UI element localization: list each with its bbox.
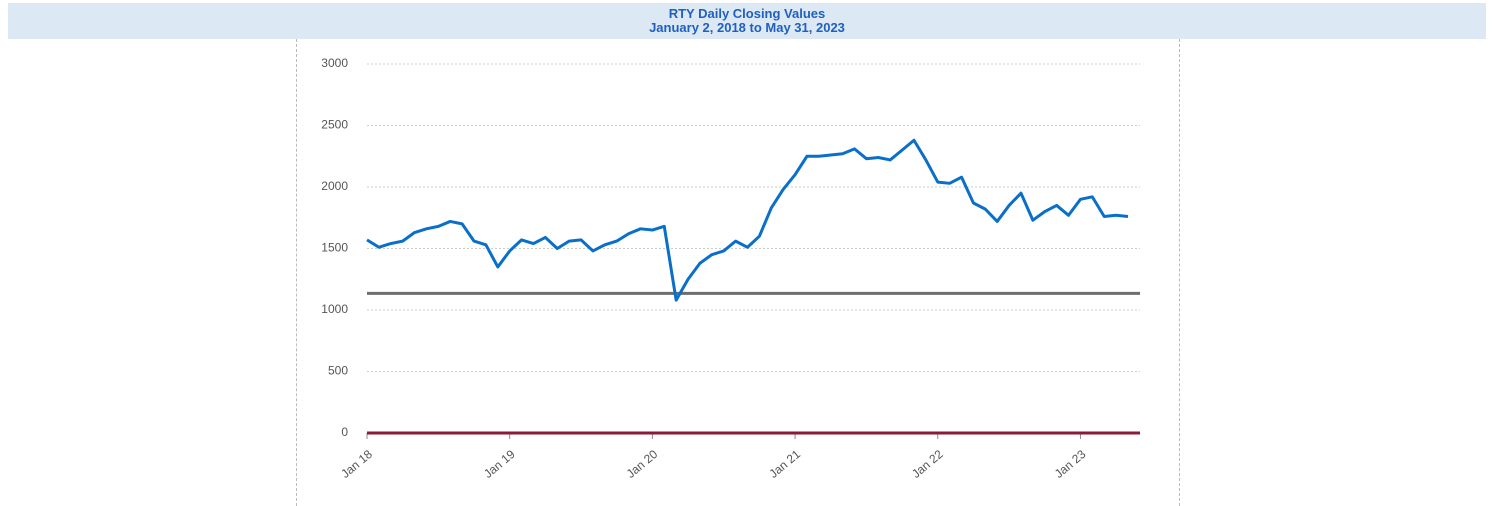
x-tick-label: Jan 20	[624, 447, 661, 481]
x-tick-label: Jan 18	[338, 447, 375, 481]
y-tick-label: 2500	[321, 118, 348, 132]
y-tick-label: 2000	[321, 179, 348, 193]
y-tick-label: 1000	[321, 302, 348, 316]
chart-title: RTY Daily Closing Values	[668, 6, 826, 21]
x-tick-label: Jan 21	[766, 447, 803, 481]
y-tick-label: 1500	[321, 241, 348, 255]
y-tick-label: 500	[328, 364, 348, 378]
y-tick-label: 0	[341, 425, 348, 439]
chart-subtitle: January 2, 2018 to May 31, 2023	[649, 20, 845, 35]
y-tick-label: 3000	[321, 56, 348, 70]
data-line	[366, 138, 1129, 302]
x-tick-label: Jan 19	[481, 447, 518, 481]
x-tick-label: Jan 22	[909, 447, 946, 481]
header: RTY Daily Closing Values January 2, 2018…	[8, 3, 1486, 39]
chart-panel	[296, 39, 1180, 506]
x-tick-label: Jan 23	[1052, 447, 1089, 481]
